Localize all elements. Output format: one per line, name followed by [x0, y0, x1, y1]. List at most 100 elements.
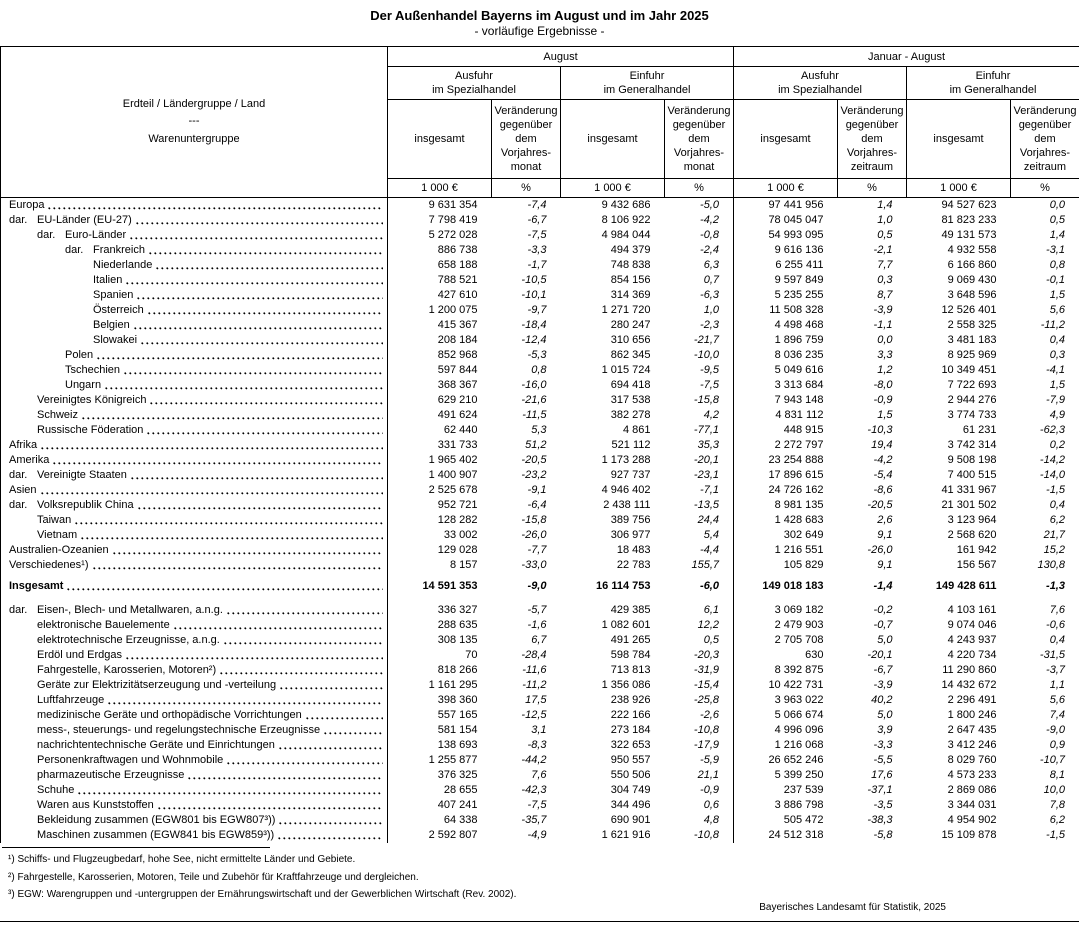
table-row: Fahrgestelle, Karosserien, Motoren²) 818 …	[1, 663, 1079, 678]
table-row: Luftfahrzeuge 398 360 17,5 238 926 -25,8 3 96…	[1, 693, 1079, 708]
value-cell: 304 749	[610, 784, 651, 796]
value-cell: 886 738	[387, 243, 492, 258]
leader-dots	[141, 342, 383, 345]
row-label-text: Verschiedenes¹)	[9, 559, 89, 571]
row-label: Tschechien	[1, 363, 388, 378]
value-cell: 8 036 235	[733, 348, 838, 363]
value-cell: 629 210	[387, 393, 492, 408]
row-label: Vereinigtes Königreich	[1, 393, 388, 408]
value-cell: 3 963 022	[733, 693, 838, 708]
pct-cell: 3,9	[877, 724, 893, 736]
header-einfuhr-generalhandel: Einfuhr im Generalhandel	[906, 66, 1079, 100]
pct-cell: -9,1	[527, 484, 547, 496]
table-row: dar. EU-Länder (EU-27) 7 798 419 -6,7 8 106 …	[1, 213, 1079, 228]
value-cell: 4 498 468	[733, 318, 838, 333]
value-cell: 14 591 353	[387, 579, 492, 594]
value-cell: 314 369	[610, 289, 651, 301]
value-cell: 8 925 969	[947, 349, 997, 361]
value-cell: 331 733	[387, 438, 492, 453]
value-cell: 1 200 075	[387, 303, 492, 318]
value-cell: 415 367	[387, 318, 492, 333]
table-row: pharmazeutische Erzeugnisse 376 325 7,6 550…	[1, 768, 1079, 783]
pct-cell: 24,4	[697, 514, 719, 526]
pct-cell: 0,5	[877, 229, 893, 241]
value-cell: 4 932 558	[947, 244, 997, 256]
pct-cell: 1,5	[1049, 289, 1065, 301]
value-cell: 9 432 686	[601, 199, 651, 211]
pct-cell: 17,6	[871, 769, 893, 781]
row-label: medizinische Geräte und orthopädische Vo…	[1, 708, 388, 723]
header-change-period: Veränderung gegenüber dem Vorjahres- zei…	[837, 99, 907, 179]
value-cell: 713 813	[610, 664, 651, 676]
row-label: pharmazeutische Erzeugnisse	[1, 768, 388, 783]
pct-cell: 5,6	[1049, 304, 1065, 316]
value-cell: 1 173 288	[601, 454, 651, 466]
value-cell: 7 943 148	[733, 393, 838, 408]
value-cell: 24 512 318	[733, 828, 838, 843]
leader-dots	[67, 588, 383, 591]
unit-pct: %	[491, 178, 561, 198]
table-row: Polen 852 968 -5,3 862 345 -10,0 8 036 235 3,3…	[1, 348, 1079, 363]
row-label-text: nachrichtentechnische Geräte und Einrich…	[37, 739, 275, 751]
leader-dots	[97, 357, 383, 360]
value-cell: 2 479 903	[733, 618, 838, 633]
unit-eur: 1 000 €	[906, 178, 1011, 198]
pct-cell: 0,4	[1049, 499, 1065, 511]
pct-cell: -1,5	[1046, 829, 1065, 841]
row-label-header-line1: Erdteil / Ländergruppe / Land	[122, 97, 266, 110]
pct-cell: -3,5	[873, 799, 893, 811]
pct-cell: -18,4	[521, 319, 547, 331]
row-label-text: Spanien	[93, 289, 134, 301]
leader-dots	[188, 777, 383, 780]
value-cell: 494 379	[610, 244, 651, 256]
pct-cell: -6,4	[527, 499, 547, 511]
table-row: Europa 9 631 354 -7,4 9 432 686 -5,0 97 441 9…	[1, 197, 1079, 214]
pct-cell: -7,1	[700, 484, 719, 496]
table-row: Australien-Ozeanien 129 028 -7,7 18 483 -4,4…	[1, 543, 1079, 558]
row-label: Europa	[1, 198, 388, 214]
value-cell: 3 481 183	[947, 334, 997, 346]
value-cell: 64 338	[387, 813, 492, 828]
pct-cell: -1,1	[873, 319, 893, 331]
value-cell: 4 861	[622, 424, 651, 436]
value-cell: 149 018 183	[733, 579, 838, 594]
pct-cell: -5,5	[873, 754, 893, 766]
row-label: dar. Vereinigte Staaten	[1, 468, 388, 483]
value-cell: 10 349 451	[941, 364, 997, 376]
table-body: Europa 9 631 354 -7,4 9 432 686 -5,0 97 441 9…	[1, 197, 1079, 843]
table-row: Spanien 427 610 -10,1 314 369 -6,3 5 235 255 8…	[1, 288, 1079, 303]
row-label: Russische Föderation	[1, 423, 388, 438]
value-cell: 1 015 724	[601, 364, 651, 376]
pct-cell: -6,7	[873, 664, 893, 676]
value-cell: 1 082 601	[601, 619, 651, 631]
pct-cell: 8,7	[877, 289, 893, 301]
row-label-text: elektrotechnische Erzeugnisse, a.n.g.	[37, 634, 220, 646]
table-row: mess-, steuerungs- und regelungstechnisc…	[1, 723, 1079, 738]
table-row: Taiwan 128 282 -15,8 389 756 24,4 1 428 683 2,…	[1, 513, 1079, 528]
pct-cell: 1,4	[1049, 229, 1065, 241]
leader-dots	[48, 207, 383, 210]
source-note: Bayerisches Landesamt für Statistik, 202…	[759, 902, 946, 913]
value-cell: 4 220 734	[947, 649, 997, 661]
leader-dots	[108, 702, 383, 705]
row-label-text: Erdöl und Erdgas	[37, 649, 122, 661]
value-cell: 658 188	[387, 258, 492, 273]
value-cell: 33 002	[387, 528, 492, 543]
row-label-text: Bekleidung zusammen (EGW801 bis EGW807³)…	[37, 814, 276, 826]
pct-cell: 0,5	[703, 634, 719, 646]
leader-dots	[278, 747, 383, 750]
pct-cell: 0,4	[1049, 334, 1065, 346]
pct-cell: -3,3	[873, 739, 893, 751]
row-label-text: mess-, steuerungs- und regelungstechnisc…	[37, 724, 321, 736]
pct-cell: 40,2	[871, 694, 893, 706]
header-insgesamt: insgesamt	[387, 99, 492, 179]
table-row: Bekleidung zusammen (EGW801 bis EGW807³)…	[1, 813, 1079, 828]
pct-cell: 9,1	[877, 559, 893, 571]
table-row: dar. Vereinigte Staaten 1 400 907 -23,2 927 …	[1, 468, 1079, 483]
table-row: Erdöl und Erdgas 70 -28,4 598 784 -20,3 630 -2…	[1, 648, 1079, 663]
pct-cell: 0,3	[1049, 349, 1065, 361]
pct-cell: -8,0	[873, 379, 893, 391]
row-label: Schweiz	[1, 408, 388, 423]
pct-cell: -5,3	[527, 349, 547, 361]
pct-cell: 0,8	[531, 364, 547, 376]
